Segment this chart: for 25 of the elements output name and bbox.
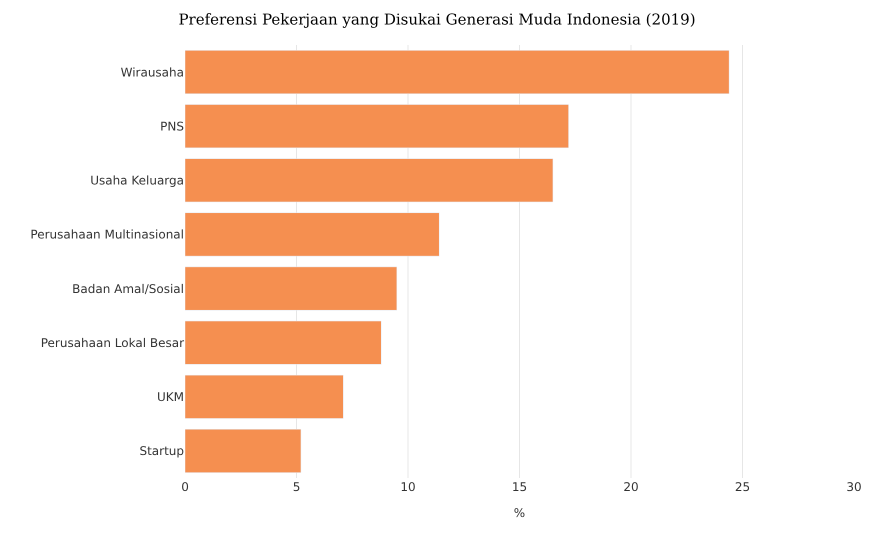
bar	[185, 50, 730, 94]
x-tick-label: 0	[181, 480, 189, 494]
x-tick-label: 5	[292, 480, 300, 494]
bar	[185, 104, 569, 148]
chart-title: Preferensi Pekerjaan yang Disukai Generasi Muda Indonesia (2019)	[178, 10, 696, 28]
y-tick-label: Wirausaha	[120, 65, 184, 80]
x-tick-label: 20	[623, 480, 639, 494]
y-tick-label: Usaha Keluarga	[90, 174, 184, 188]
x-axis-title: %	[514, 506, 526, 520]
x-tick-label: 25	[734, 480, 750, 494]
bar	[185, 374, 344, 419]
bar	[185, 320, 382, 365]
x-tick-label: 30	[846, 480, 862, 494]
y-tick-label: PNS	[160, 119, 184, 134]
y-tick-label: Badan Amal/Sosial	[72, 282, 184, 296]
bar	[185, 266, 398, 310]
bar	[185, 158, 554, 202]
y-tick-label: UKM	[156, 390, 184, 404]
bar	[185, 212, 440, 256]
x-tick-label: 10	[400, 480, 416, 494]
y-tick-label: Perusahaan Multinasional	[30, 228, 184, 242]
bar	[185, 429, 302, 473]
y-tick-label: Startup	[139, 444, 184, 458]
y-tick-label: Perusahaan Lokal Besar	[40, 336, 184, 350]
x-tick-label: 15	[512, 480, 528, 494]
